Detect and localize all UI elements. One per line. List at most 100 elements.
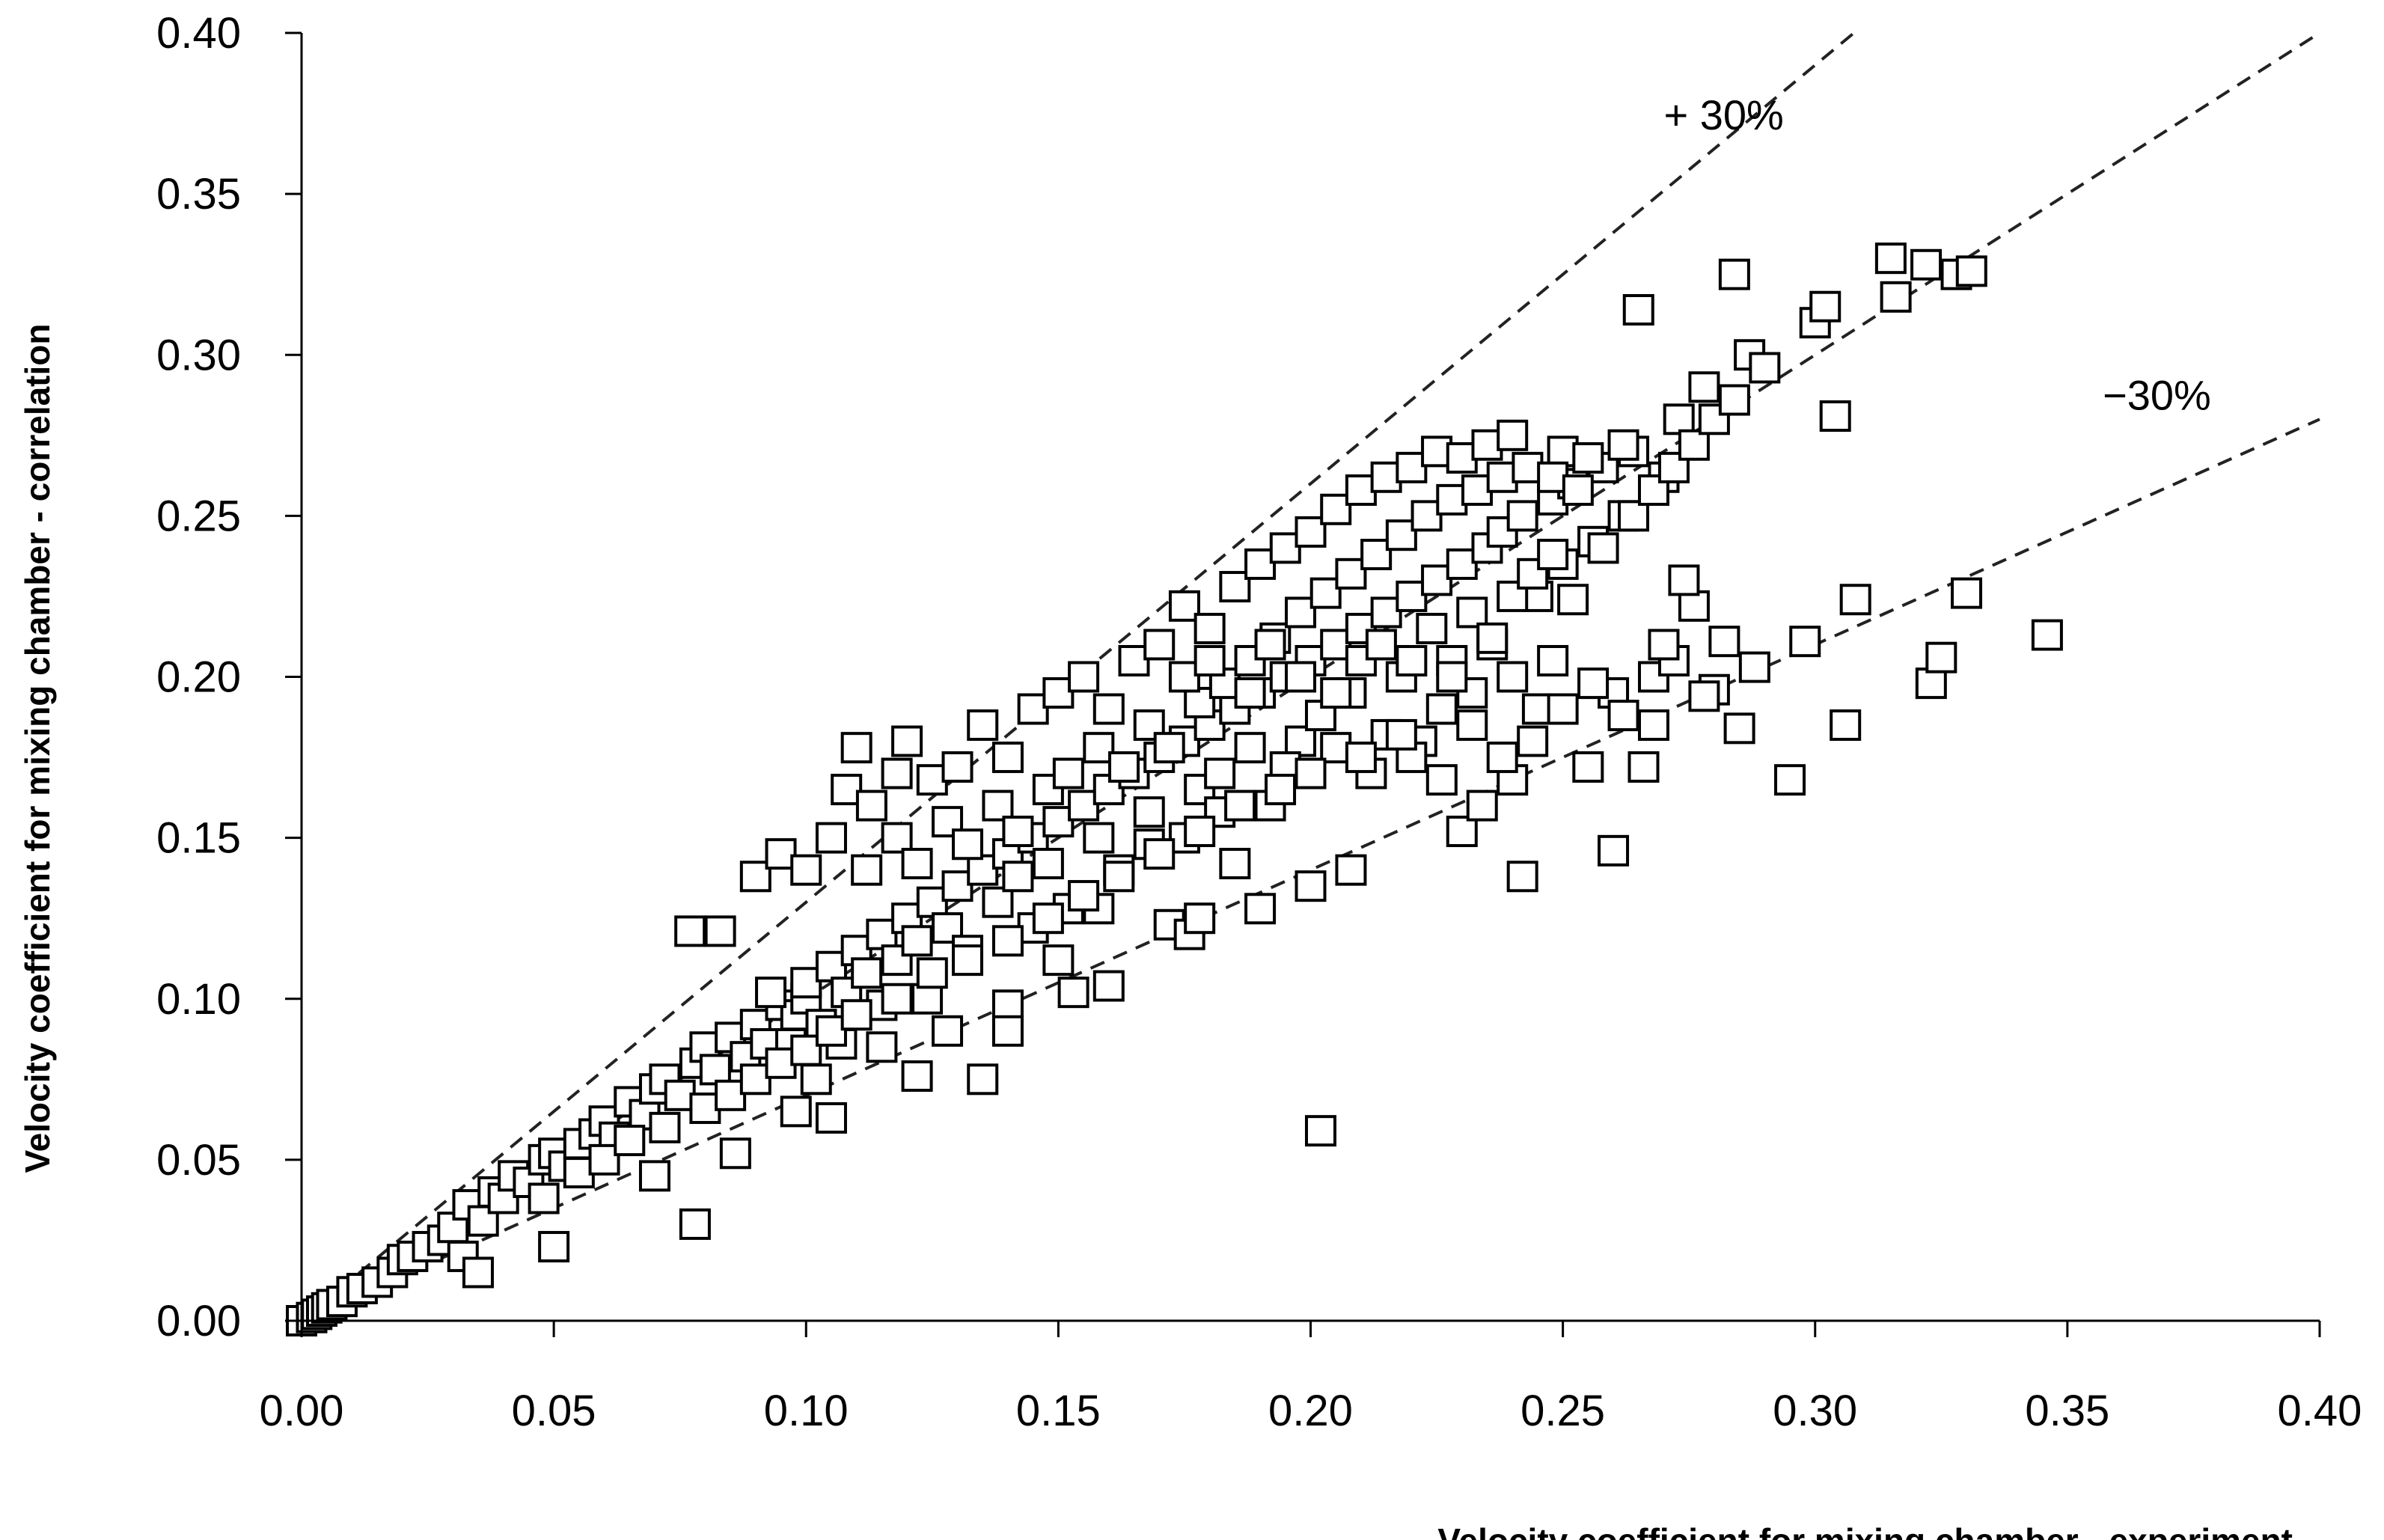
data-point [851,854,883,886]
data-point [1133,796,1165,828]
data-point [1425,764,1458,796]
data-point [1385,718,1417,751]
data-point [1092,970,1125,1002]
y-tick-label: 0.05 [156,1136,241,1185]
data-point [1951,577,1983,609]
data-point [1184,902,1216,935]
data-point [1002,861,1034,893]
data-point [1083,732,1115,764]
data-point [1143,629,1176,661]
data-point [790,1034,822,1066]
data-point [1032,848,1064,880]
data-point [800,1063,832,1096]
data-point [1809,290,1842,323]
x-tick-label: 0.20 [1268,1387,1353,1435]
data-point [1042,944,1075,977]
data-points [286,242,2063,1336]
data-point [866,1031,898,1063]
data-point [1244,548,1277,580]
data-point [831,774,863,806]
data-point [1285,661,1317,693]
data-point [1749,352,1781,384]
data-point [815,1015,847,1047]
data-point [1723,712,1755,745]
plus-30-percent-label: + 30% [1663,91,1783,138]
data-point [815,1101,847,1134]
data-point [1396,644,1428,676]
x-tick-label: 0.15 [1016,1387,1101,1435]
data-point [1416,612,1448,644]
data-point [1512,451,1544,483]
data-point [2031,619,2063,651]
data-point [1295,516,1327,548]
data-point [1295,757,1327,789]
data-point [588,1143,620,1176]
data-point [1466,789,1498,822]
x-axis-title: Velocity coefficient for mixing chamber … [1437,1521,2293,1540]
data-point [1133,709,1165,742]
data-point [1335,557,1367,590]
data-point [891,725,923,757]
data-point [967,854,999,886]
data-point [952,828,984,861]
data-point [932,912,964,944]
data-point [840,732,872,764]
data-point [1915,667,1947,700]
data-point [932,1015,964,1047]
y-ticks: 0.00 0.05 0.10 0.15 0.20 0.25 0.30 0.35 0.40 [156,9,302,1345]
data-point [1118,644,1150,676]
data-point [1320,629,1352,661]
data-point [881,983,913,1015]
data-point [704,915,736,947]
x-ticks: 0.00 0.05 0.10 0.15 0.20 0.25 0.30 0.35 0.40 [260,1321,2362,1435]
data-point [1678,429,1710,461]
data-point [649,1111,681,1143]
data-point [1663,403,1695,436]
data-point [1668,564,1700,596]
y-axis-title: Velocity coefficient for mixing chamber … [18,324,57,1173]
data-point [982,789,1014,822]
data-point [1370,596,1402,629]
data-point [901,1060,933,1093]
data-point [1557,584,1589,616]
data-point [1304,1115,1336,1147]
data-point [1476,622,1509,654]
data-point [1335,854,1367,886]
data-point [790,967,822,999]
data-point [1537,539,1569,571]
y-tick-label: 0.00 [156,1297,241,1345]
data-point [1537,644,1569,676]
data-point [1774,764,1806,796]
data-point [1234,677,1266,709]
x-tick-label: 0.05 [512,1387,596,1435]
data-point [840,999,872,1031]
data-point [901,925,933,957]
data-point [1396,451,1428,483]
data-point [916,764,948,796]
data-point [679,1208,711,1240]
data-point [991,989,1024,1021]
data-point [638,1160,670,1192]
data-point [1436,661,1468,693]
data-point [1042,806,1075,838]
data-point [1204,757,1236,789]
data-point [1103,861,1135,893]
data-point [1446,816,1478,848]
data-point [1017,693,1049,725]
data-point [1461,474,1494,506]
data-point [1456,596,1488,629]
data-point [1184,686,1216,718]
data-point [1219,848,1251,880]
data-point [1108,751,1140,783]
data-point [1234,732,1266,764]
data-point [1678,590,1710,622]
data-point [1819,400,1851,432]
y-tick-label: 0.40 [156,9,241,58]
data-point [1052,757,1084,789]
data-point [1143,838,1176,870]
data-point [1410,500,1443,532]
data-point [1396,580,1428,612]
data-point [941,751,974,783]
data-point [1497,661,1529,693]
data-point [1057,977,1089,1009]
